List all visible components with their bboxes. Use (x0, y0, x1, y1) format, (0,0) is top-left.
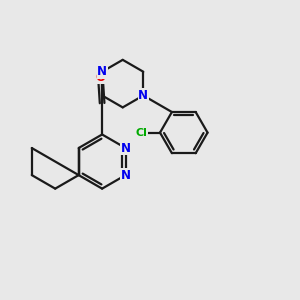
Text: O: O (95, 71, 106, 84)
Text: N: N (121, 169, 130, 182)
Text: N: N (121, 142, 130, 154)
Text: Cl: Cl (136, 128, 148, 138)
Text: N: N (138, 89, 148, 102)
Text: N: N (97, 65, 107, 78)
